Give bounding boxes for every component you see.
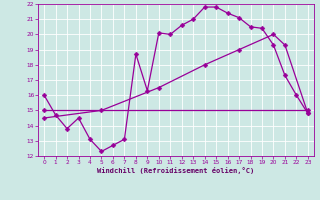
- X-axis label: Windchill (Refroidissement éolien,°C): Windchill (Refroidissement éolien,°C): [97, 167, 255, 174]
